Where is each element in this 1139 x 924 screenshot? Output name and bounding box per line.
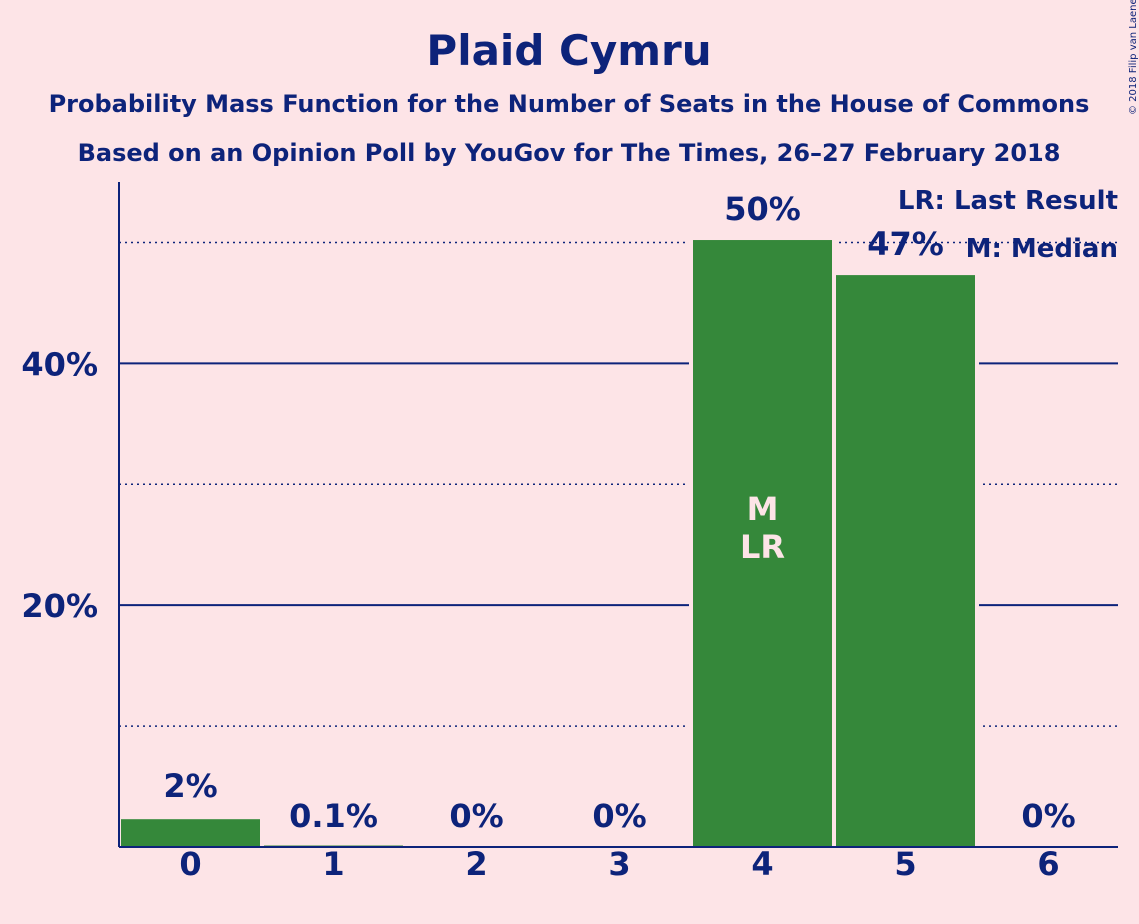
bars	[117, 236, 979, 848]
y-tick-label: 20%	[21, 587, 98, 625]
data-labels: 2% 0.1% 0% 0% 50% 47% 0% MLR	[163, 190, 1075, 835]
data-label: 0%	[1021, 797, 1075, 835]
data-label: 0.1%	[289, 797, 378, 835]
chart-title: Plaid Cymru	[426, 26, 711, 75]
data-label: 2%	[163, 767, 217, 805]
copyright-note: © 2018 Filip van Laenen	[1128, 0, 1139, 115]
bar	[121, 819, 260, 847]
axes: 20% 40% 0 1 2 3 4 5 6	[21, 182, 1118, 883]
legend-last-result: LR: Last Result	[898, 186, 1118, 216]
x-tick-label: 3	[608, 845, 630, 883]
data-label: 47%	[867, 225, 944, 263]
x-tick-label: 5	[894, 845, 916, 883]
x-tick-label: 4	[751, 845, 773, 883]
x-tick-label: 6	[1037, 845, 1059, 883]
bar-halo	[260, 841, 407, 848]
x-tick-label: 2	[465, 845, 487, 883]
x-tick-label: 1	[322, 845, 344, 883]
y-tick-label: 40%	[21, 345, 98, 383]
data-label: 0%	[449, 797, 503, 835]
bar	[693, 240, 832, 847]
x-tick-label: 0	[179, 845, 201, 883]
bar-marker-label: LR	[740, 528, 785, 566]
data-label: 0%	[592, 797, 646, 835]
chart-subtitle-2: Based on an Opinion Poll by YouGov for T…	[78, 139, 1061, 167]
data-label: 50%	[724, 190, 801, 228]
bar	[836, 275, 975, 848]
bar-marker-label: M	[747, 490, 779, 528]
legend-median: M: Median	[966, 234, 1118, 264]
chart-subtitle-1: Probability Mass Function for the Number…	[49, 90, 1090, 118]
